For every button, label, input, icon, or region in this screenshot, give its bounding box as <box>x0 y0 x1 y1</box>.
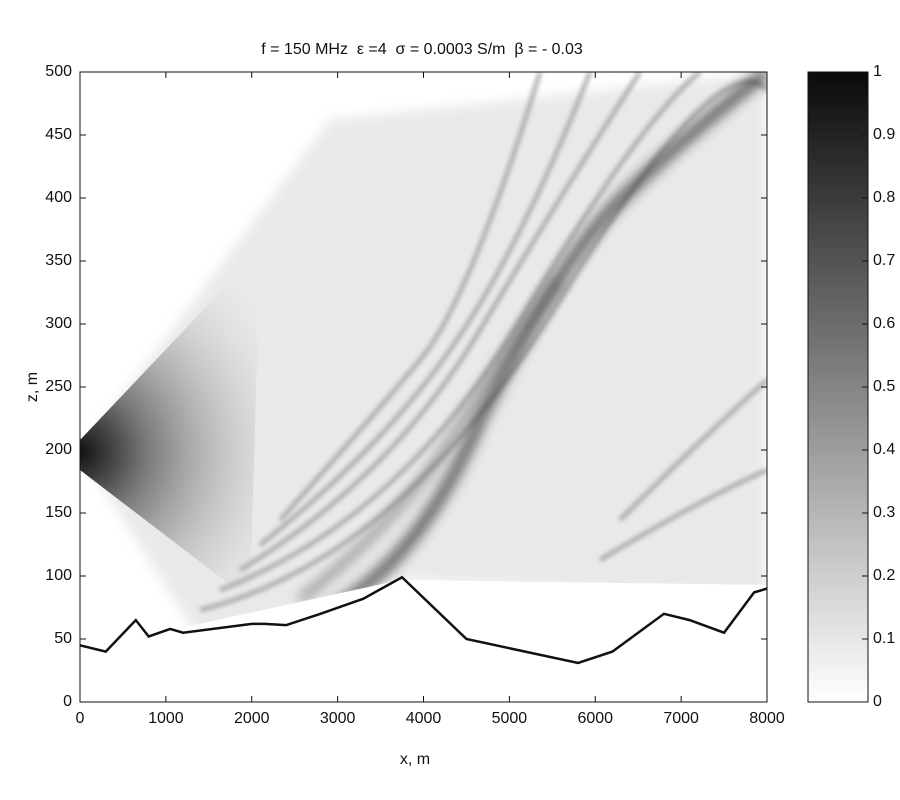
y-tick-label: 450 <box>45 126 72 143</box>
x-tick-label: 0 <box>76 710 85 727</box>
y-axis-label: z, m <box>24 372 41 402</box>
x-tick-label: 1000 <box>148 710 184 727</box>
x-tick-label: 4000 <box>406 710 442 727</box>
colorbar-tick-label: 0.2 <box>873 567 895 584</box>
colorbar-tick-label: 0.1 <box>873 630 895 647</box>
chart-title: f = 150 MHz ε =4 σ = 0.0003 S/m β = - 0.… <box>261 41 583 58</box>
field <box>80 72 767 702</box>
y-tick-label: 300 <box>45 315 72 332</box>
colorbar-tick-label: 0.3 <box>873 504 895 521</box>
colorbar-tick-label: 0.7 <box>873 252 895 269</box>
y-tick-label: 150 <box>45 504 72 521</box>
colorbar-tick-label: 0 <box>873 693 882 710</box>
y-tick-label: 100 <box>45 567 72 584</box>
colorbar-tick-label: 0.8 <box>873 189 895 206</box>
colorbar-tick-label: 1 <box>873 63 882 80</box>
colorbar-tick-label: 0.5 <box>873 378 895 395</box>
y-tick-label: 0 <box>63 693 72 710</box>
x-tick-label: 6000 <box>577 710 613 727</box>
x-tick-label: 8000 <box>749 710 785 727</box>
colorbar-tick-label: 0.4 <box>873 441 895 458</box>
y-tick-label: 250 <box>45 378 72 395</box>
x-tick-label: 7000 <box>663 710 699 727</box>
x-tick-label: 2000 <box>234 710 270 727</box>
y-tick-label: 400 <box>45 189 72 206</box>
y-tick-label: 50 <box>54 630 72 647</box>
x-tick-label: 3000 <box>320 710 356 727</box>
y-tick-label: 200 <box>45 441 72 458</box>
x-tick-label: 5000 <box>492 710 528 727</box>
x-axis-label: x, m <box>400 751 430 768</box>
y-tick-label: 500 <box>45 63 72 80</box>
terrain-line <box>79 575 768 665</box>
y-tick-label: 350 <box>45 252 72 269</box>
colorbar-tick-label: 0.9 <box>873 126 895 143</box>
colorbar <box>807 71 869 703</box>
colorbar-tick-label: 0.6 <box>873 315 895 332</box>
